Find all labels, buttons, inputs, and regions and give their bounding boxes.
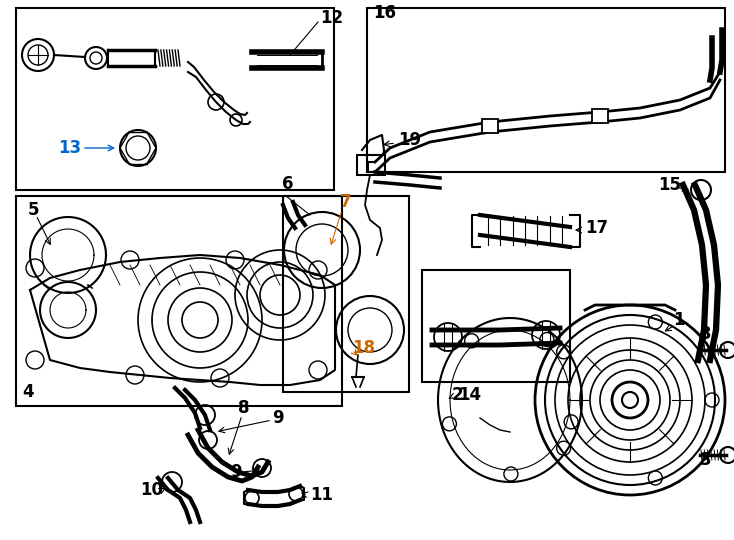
Text: 10: 10: [140, 481, 163, 499]
Bar: [16, 196, 342, 406]
Bar: [16, 8, 334, 190]
Text: 5: 5: [28, 201, 40, 219]
Text: 6: 6: [282, 175, 294, 193]
Text: 17: 17: [585, 219, 608, 237]
Text: 19: 19: [398, 131, 421, 149]
Text: 13: 13: [58, 139, 81, 157]
Text: 8: 8: [238, 399, 250, 417]
Text: 3: 3: [700, 325, 712, 343]
Text: 9: 9: [272, 409, 283, 427]
Text: 11: 11: [310, 486, 333, 504]
Text: 3: 3: [700, 451, 712, 469]
Text: 1: 1: [673, 311, 685, 329]
Bar: [592, 109, 608, 123]
Text: 4: 4: [22, 383, 34, 401]
Text: 9: 9: [230, 463, 241, 481]
Text: 7: 7: [340, 193, 352, 211]
Text: 15: 15: [658, 176, 681, 194]
Bar: [482, 119, 498, 133]
Text: 18: 18: [352, 339, 375, 357]
Bar: [357, 155, 385, 175]
Text: 14: 14: [458, 386, 481, 404]
Bar: [367, 8, 725, 172]
Text: 16: 16: [373, 4, 396, 22]
Polygon shape: [30, 255, 335, 385]
Bar: [283, 196, 409, 392]
Text: 2: 2: [452, 386, 464, 404]
Text: 12: 12: [320, 9, 343, 27]
Bar: [422, 270, 570, 382]
